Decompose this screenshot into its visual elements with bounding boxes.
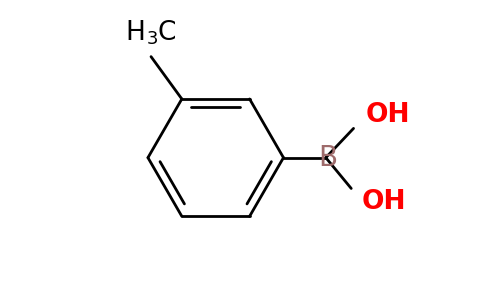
Text: C: C — [157, 20, 176, 46]
Text: OH: OH — [366, 101, 410, 128]
Text: 3: 3 — [147, 29, 158, 47]
Text: B: B — [318, 144, 337, 172]
Text: H: H — [126, 20, 146, 46]
Text: OH: OH — [362, 189, 407, 215]
